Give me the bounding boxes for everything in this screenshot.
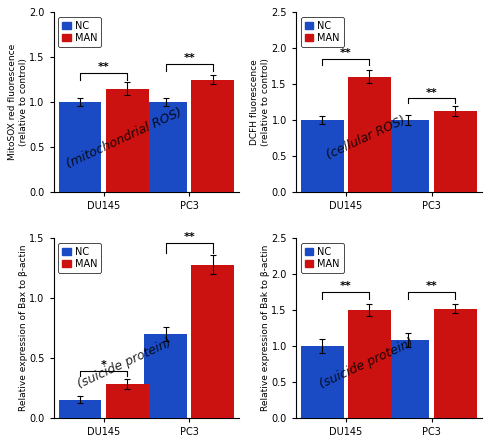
Text: **: ** bbox=[426, 88, 438, 97]
Y-axis label: Relative expression of Bax to β-actin: Relative expression of Bax to β-actin bbox=[19, 245, 28, 411]
Legend: NC, MAN: NC, MAN bbox=[58, 243, 101, 273]
Bar bbox=[192, 264, 234, 418]
Bar bbox=[106, 89, 148, 192]
Text: (suicide protein): (suicide protein) bbox=[318, 336, 416, 391]
Text: **: ** bbox=[183, 232, 195, 242]
Text: **: ** bbox=[98, 62, 109, 73]
Legend: NC, MAN: NC, MAN bbox=[301, 17, 343, 47]
Text: **: ** bbox=[340, 48, 352, 58]
Text: (cellular ROS): (cellular ROS) bbox=[325, 114, 408, 162]
Y-axis label: MitoSOX red fluorescence
(relative to control): MitoSOX red fluorescence (relative to co… bbox=[8, 44, 28, 160]
Bar bbox=[387, 120, 429, 192]
Bar bbox=[434, 111, 477, 192]
Bar bbox=[348, 310, 391, 418]
Y-axis label: DCFH fluorescence
(relative to control): DCFH fluorescence (relative to control) bbox=[250, 58, 270, 146]
Text: (mitochondrial ROS): (mitochondrial ROS) bbox=[64, 105, 184, 170]
Bar bbox=[387, 340, 429, 418]
Text: (suicide protein): (suicide protein) bbox=[75, 336, 173, 391]
Bar bbox=[58, 102, 101, 192]
Bar bbox=[301, 346, 343, 418]
Bar bbox=[348, 77, 391, 192]
Text: **: ** bbox=[340, 281, 352, 291]
Bar bbox=[301, 120, 343, 192]
Bar bbox=[145, 334, 187, 418]
Bar bbox=[434, 308, 477, 418]
Legend: NC, MAN: NC, MAN bbox=[301, 243, 343, 273]
Bar bbox=[145, 102, 187, 192]
Text: *: * bbox=[100, 360, 106, 370]
Text: **: ** bbox=[183, 53, 195, 64]
Y-axis label: Relative expression of Bak to β-actin: Relative expression of Bak to β-actin bbox=[261, 245, 270, 411]
Text: **: ** bbox=[426, 281, 438, 291]
Bar bbox=[192, 80, 234, 192]
Legend: NC, MAN: NC, MAN bbox=[58, 17, 101, 47]
Bar bbox=[58, 400, 101, 418]
Bar bbox=[106, 384, 148, 418]
